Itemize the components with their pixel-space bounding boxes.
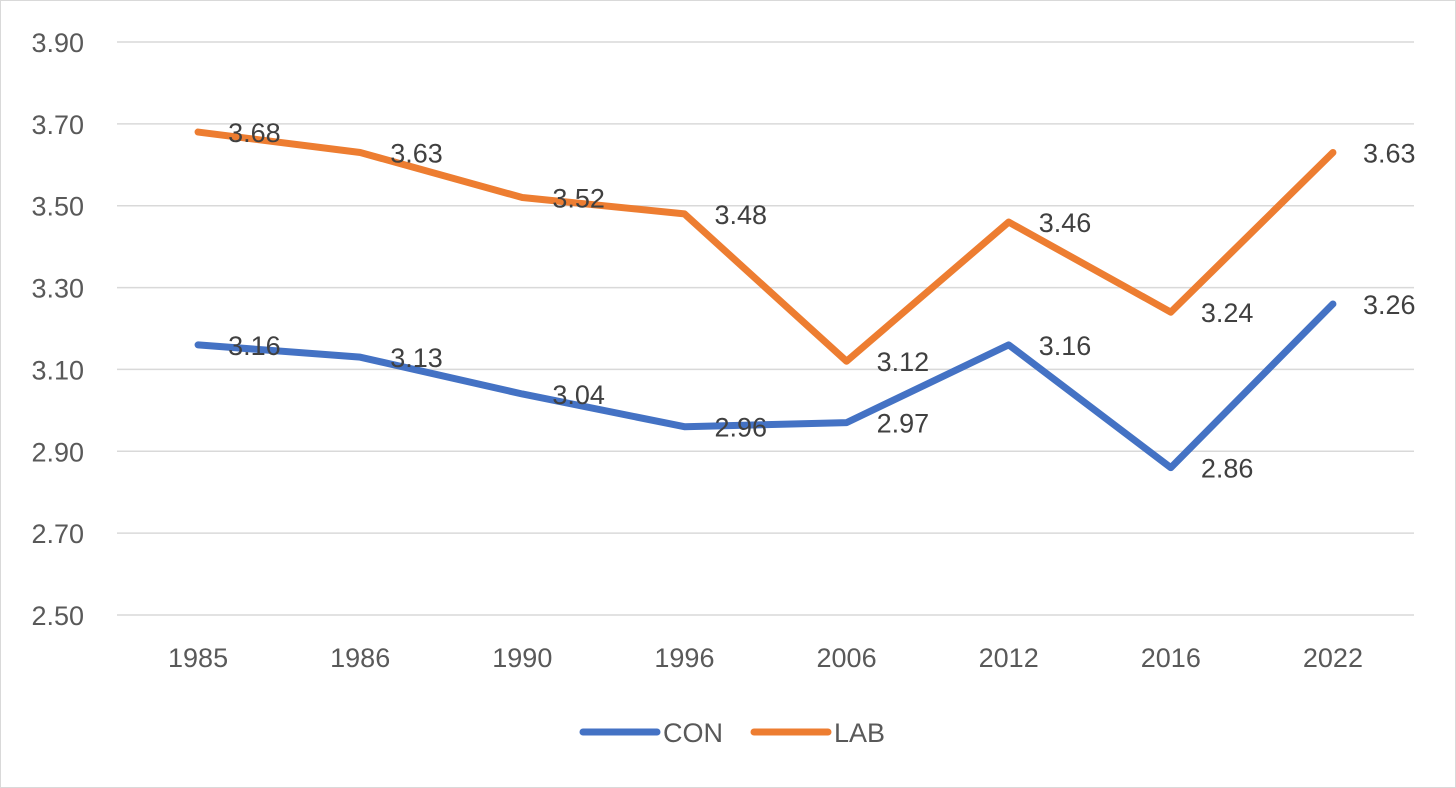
data-labels: 3.16 3.13 3.04 2.96 2.97 3.16 2.86 3.26 3.68 3.63… (228, 118, 1415, 484)
data-label-con: 2.96 (714, 413, 767, 443)
data-label-lab: 3.63 (390, 139, 443, 169)
series-lines (194, 128, 1337, 472)
data-label-lab: 3.48 (714, 200, 767, 230)
data-label-lab: 3.12 (877, 347, 930, 377)
legend-item-con: CON (579, 718, 723, 748)
y-tick-label: 3.50 (31, 192, 84, 222)
y-tick-label: 2.90 (31, 437, 84, 467)
legend-label: LAB (834, 718, 885, 748)
x-tick-label: 1990 (492, 643, 552, 673)
y-tick-label: 2.50 (31, 601, 84, 631)
gridlines (117, 41, 1414, 616)
data-label-con: 3.04 (552, 380, 605, 410)
y-tick-label: 3.70 (31, 110, 84, 140)
data-label-lab: 3.52 (552, 184, 605, 214)
y-tick-label: 3.10 (31, 355, 84, 385)
series-line-lab (194, 128, 1337, 365)
x-axis: 1985 1986 1990 1996 2006 2012 2016 2022 (168, 643, 1363, 673)
y-tick-label: 3.30 (31, 274, 84, 304)
x-tick-label: 1986 (330, 643, 390, 673)
legend-item-lab: LAB (750, 718, 885, 748)
legend-label: CON (663, 718, 723, 748)
data-label-con: 2.86 (1201, 454, 1254, 484)
x-tick-label: 1996 (654, 643, 714, 673)
x-tick-label: 2022 (1303, 643, 1363, 673)
data-label-con: 3.13 (390, 343, 443, 373)
x-tick-label: 2016 (1141, 643, 1201, 673)
data-label-con: 3.16 (1039, 331, 1092, 361)
data-label-con: 3.26 (1363, 290, 1416, 320)
x-tick-label: 2006 (817, 643, 877, 673)
data-label-lab: 3.24 (1201, 298, 1254, 328)
y-tick-label: 2.70 (31, 519, 84, 549)
y-tick-label: 3.90 (31, 28, 84, 58)
data-label-con: 3.16 (228, 331, 281, 361)
y-axis: 2.50 2.70 2.90 3.10 3.30 3.50 3.70 3.90 (31, 28, 84, 631)
legend: CON LAB (579, 718, 885, 748)
data-label-lab: 3.68 (228, 118, 281, 148)
data-label-con: 2.97 (877, 409, 930, 439)
data-label-lab: 3.63 (1363, 139, 1416, 169)
series-line-con (194, 300, 1337, 472)
x-tick-label: 1985 (168, 643, 228, 673)
data-label-lab: 3.46 (1039, 208, 1092, 238)
x-tick-label: 2012 (979, 643, 1039, 673)
